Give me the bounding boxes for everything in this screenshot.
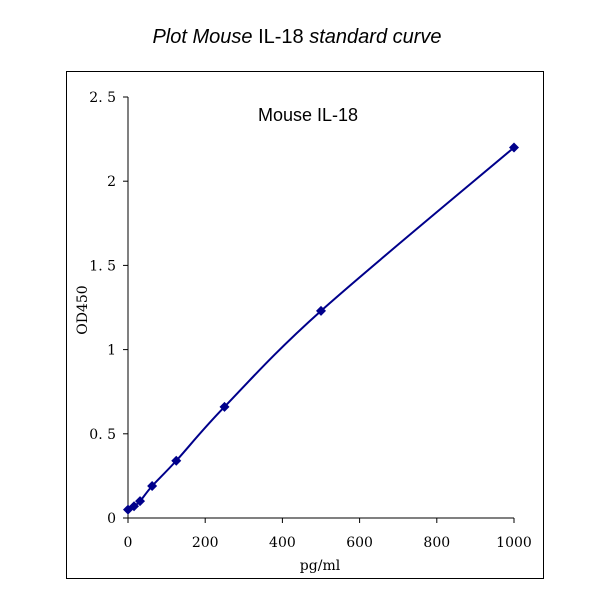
- x-tick-label: 600: [346, 535, 373, 551]
- data-point-marker: [509, 142, 519, 153]
- chart-frame: [66, 71, 544, 579]
- data-point-marker: [129, 501, 140, 512]
- y-tick-label: 0. 5: [89, 427, 116, 443]
- data-point-marker: [316, 305, 326, 316]
- x-tick-label: 400: [269, 535, 296, 551]
- x-axis-label: pg/ml: [300, 558, 341, 574]
- y-tick-label: 2: [107, 174, 116, 190]
- x-tick-label: 0: [124, 535, 133, 551]
- chart-title: Mouse IL-18: [258, 105, 358, 125]
- y-axis-label: OD450: [75, 285, 91, 334]
- data-point-marker: [135, 496, 146, 507]
- x-axis-ticks: 0 200 400 600 800 1000: [124, 518, 532, 551]
- x-tick-label: 800: [423, 535, 450, 551]
- y-tick-label: 1: [107, 343, 116, 359]
- y-tick-label: 1. 5: [89, 258, 116, 274]
- series-layer: [123, 142, 519, 515]
- data-point-marker: [147, 481, 158, 492]
- data-point-marker: [171, 455, 182, 466]
- x-tick-label: 200: [192, 535, 219, 551]
- y-tick-label: 0: [107, 511, 116, 527]
- page-title-italic-1: Plot Mouse: [152, 26, 253, 48]
- y-axis-ticks: 0 0. 5 1 1. 5 2 2. 5: [89, 90, 128, 527]
- y-tick-label: 2. 5: [89, 90, 116, 106]
- data-point-marker: [219, 401, 230, 412]
- page-title: Plot Mouse IL-18 standard curve: [0, 26, 594, 49]
- series-line: [127, 146, 515, 511]
- page-title-italic-2: standard curve: [309, 26, 442, 48]
- page-title-plain: IL-18: [258, 26, 304, 48]
- x-tick-label: 1000: [496, 535, 532, 551]
